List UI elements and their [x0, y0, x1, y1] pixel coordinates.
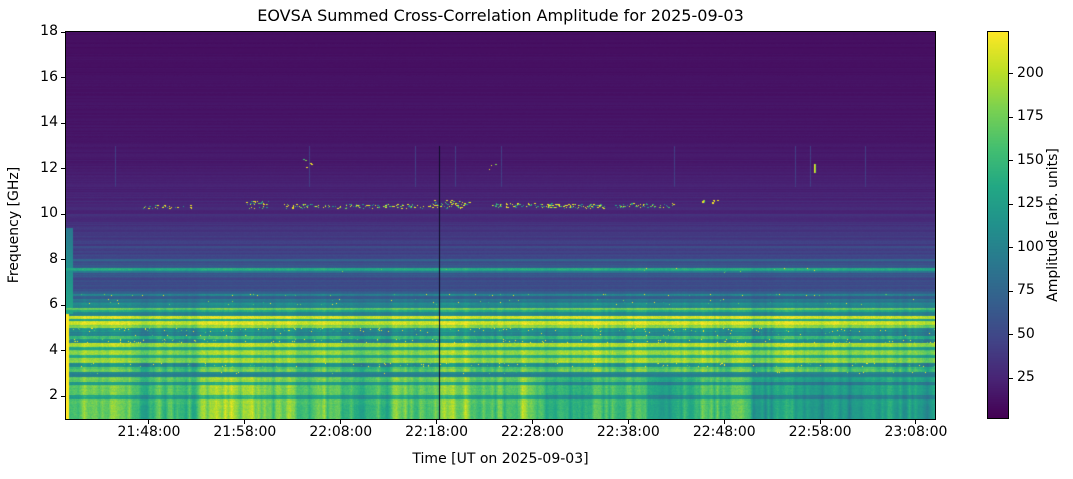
- x-tick-mark: [915, 420, 917, 424]
- chart-title: EOVSA Summed Cross-Correlation Amplitude…: [257, 6, 744, 25]
- y-tick-mark: [61, 122, 65, 124]
- spectrogram-heatmap: [65, 31, 936, 420]
- colorbar-tick-mark: [1009, 290, 1013, 292]
- y-tick-mark: [61, 395, 65, 397]
- x-tick-label: 22:28:00: [501, 424, 564, 440]
- y-tick-mark: [61, 213, 65, 215]
- y-tick-mark: [61, 259, 65, 261]
- x-tick-label: 22:38:00: [596, 424, 660, 440]
- y-tick-label: 18: [40, 23, 58, 39]
- colorbar-tick-label: 25: [1017, 369, 1035, 385]
- colorbar-tick-label: 125: [1017, 195, 1044, 212]
- x-axis-label: Time [UT on 2025-09-03]: [412, 451, 589, 467]
- x-tick-label: 22:18:00: [405, 424, 469, 440]
- x-tick-label: 22:08:00: [309, 424, 373, 440]
- y-tick-label: 12: [40, 159, 58, 176]
- colorbar: [987, 31, 1009, 419]
- colorbar-tick-label: 75: [1017, 282, 1035, 299]
- y-tick-mark: [61, 304, 65, 306]
- y-tick-label: 8: [49, 250, 58, 267]
- colorbar-tick-mark: [1009, 334, 1013, 336]
- colorbar-tick-mark: [1009, 116, 1013, 118]
- x-tick-mark: [244, 420, 246, 424]
- y-tick-label: 14: [40, 114, 58, 131]
- y-tick-mark: [61, 31, 65, 33]
- x-tick-label: 21:48:00: [117, 424, 181, 440]
- colorbar-tick-mark: [1009, 377, 1013, 379]
- x-tick-mark: [627, 420, 629, 424]
- x-tick-label: 21:58:00: [213, 424, 277, 440]
- y-tick-label: 6: [49, 296, 58, 313]
- x-tick-mark: [148, 420, 150, 424]
- colorbar-tick-label: 50: [1017, 325, 1035, 342]
- colorbar-tick-label: 100: [1017, 238, 1044, 255]
- colorbar-tick-label: 175: [1017, 108, 1044, 125]
- x-tick-mark: [436, 420, 438, 424]
- x-tick-mark: [819, 420, 821, 424]
- colorbar-tick-mark: [1009, 73, 1013, 75]
- colorbar-tick-mark: [1009, 203, 1013, 205]
- y-tick-label: 10: [40, 205, 58, 222]
- y-tick-mark: [61, 77, 65, 78]
- y-tick-mark: [61, 168, 65, 170]
- x-tick-label: 22:58:00: [788, 424, 852, 440]
- x-tick-mark: [340, 420, 342, 424]
- x-tick-label: 23:08:00: [884, 424, 948, 440]
- y-axis-label: Frequency [GHz]: [6, 166, 22, 284]
- colorbar-tick-mark: [1009, 247, 1013, 249]
- y-tick-label: 2: [49, 387, 58, 404]
- colorbar-tick-label: 150: [1017, 151, 1044, 168]
- y-tick-label: 16: [40, 68, 58, 85]
- x-tick-label: 22:48:00: [692, 424, 756, 440]
- colorbar-tick-label: 200: [1017, 64, 1044, 81]
- colorbar-label: Amplitude [arb. units]: [1045, 148, 1061, 302]
- colorbar-tick-mark: [1009, 160, 1013, 162]
- x-tick-mark: [723, 420, 725, 424]
- y-tick-mark: [61, 350, 65, 352]
- y-tick-label: 4: [49, 341, 58, 358]
- x-tick-mark: [531, 420, 533, 424]
